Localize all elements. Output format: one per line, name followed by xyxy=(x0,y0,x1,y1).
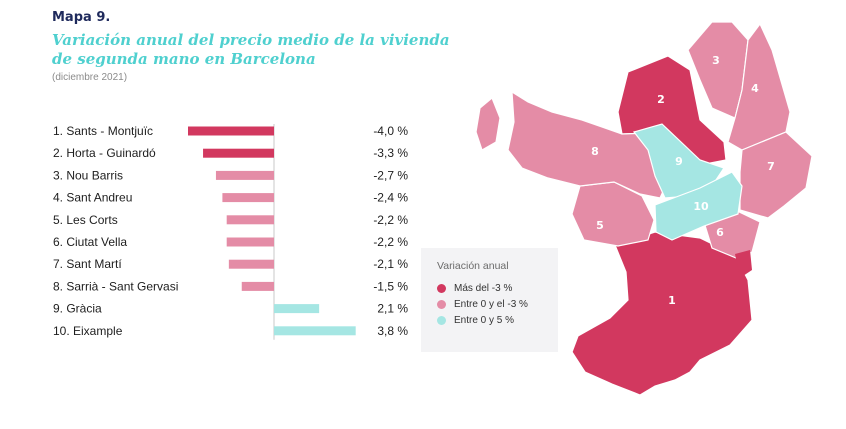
chart-title-line-1: Variación anual del precio medio de la v… xyxy=(52,31,450,49)
bar xyxy=(241,281,274,291)
legend-item: Entre 0 y el -3 % xyxy=(437,296,558,312)
district-label-8: 8 xyxy=(591,145,599,158)
district-label-9: 9 xyxy=(675,155,683,168)
bar xyxy=(215,170,274,180)
value-label: -2,2 % xyxy=(373,235,408,249)
legend-item: Entre 0 y 5 % xyxy=(437,312,558,328)
bar xyxy=(226,237,274,247)
chart-subtitle: (diciembre 2021) xyxy=(52,72,128,83)
district-label-1: 1 xyxy=(668,294,676,307)
legend-dot-dark-pink xyxy=(437,283,446,293)
legend-title: Variación anual xyxy=(437,260,509,272)
bar xyxy=(188,126,274,136)
district-label-5: 5 xyxy=(596,219,604,232)
legend-box: Variación anual Más del -3 % Entre 0 y e… xyxy=(421,248,558,352)
district-8-tip-shape xyxy=(475,97,501,151)
category-label: 8. Sarrià - Sant Gervasi xyxy=(53,279,178,293)
value-label: -2,1 % xyxy=(373,257,408,271)
district-2-shape xyxy=(617,55,727,166)
bar xyxy=(228,259,274,269)
chart-title: Variación anual del precio medio de la v… xyxy=(52,31,472,69)
value-label: -1,5 % xyxy=(373,279,408,293)
legend-label: Entre 0 y 5 % xyxy=(454,314,515,326)
bar xyxy=(222,193,274,203)
legend-dot-cyan xyxy=(437,315,446,325)
value-label: 2,1 % xyxy=(377,302,408,316)
category-label: 9. Gràcia xyxy=(53,302,102,316)
value-label: -4,0 % xyxy=(373,124,408,138)
district-label-3: 3 xyxy=(712,54,720,67)
chart-header: Mapa 9. Variación anual del precio medio… xyxy=(52,10,472,83)
district-10-shape xyxy=(654,171,743,241)
port-pier-shape xyxy=(686,332,704,366)
district-label-7: 7 xyxy=(767,160,775,173)
value-label: -2,4 % xyxy=(373,191,408,205)
bar xyxy=(274,304,320,314)
map-number: Mapa 9. xyxy=(52,10,111,25)
category-label: 7. Sant Martí xyxy=(53,257,122,271)
district-label-10: 10 xyxy=(693,200,709,213)
bar xyxy=(203,148,274,158)
value-label: -2,7 % xyxy=(373,168,408,182)
district-label-2: 2 xyxy=(657,93,665,106)
value-label: -2,2 % xyxy=(373,213,408,227)
legend-label: Entre 0 y el -3 % xyxy=(454,298,528,310)
value-label: -3,3 % xyxy=(373,146,408,160)
category-label: 3. Nou Barris xyxy=(53,168,123,182)
legend-dot-light-pink xyxy=(437,299,446,309)
bar xyxy=(226,215,274,225)
district-1-shape xyxy=(571,231,753,396)
district-8-shape xyxy=(507,90,671,199)
value-label: 3,8 % xyxy=(377,324,408,338)
category-label: 4. Sant Andreu xyxy=(53,191,132,205)
port-pier-shape-2 xyxy=(735,250,752,278)
chart-title-line-2: de segunda mano en Barcelona xyxy=(52,50,316,68)
bar xyxy=(274,326,356,336)
district-label-6: 6 xyxy=(716,226,724,239)
district-label-4: 4 xyxy=(751,82,759,95)
category-label: 2. Horta - Guinardó xyxy=(53,146,156,160)
category-label: 6. Ciutat Vella xyxy=(53,235,127,249)
category-label: 5. Les Corts xyxy=(53,213,118,227)
category-label: 10. Eixample xyxy=(53,324,123,338)
category-label: 1. Sants - Montjuïc xyxy=(53,124,153,138)
legend-item: Más del -3 % xyxy=(437,280,558,296)
legend-label: Más del -3 % xyxy=(454,282,513,294)
